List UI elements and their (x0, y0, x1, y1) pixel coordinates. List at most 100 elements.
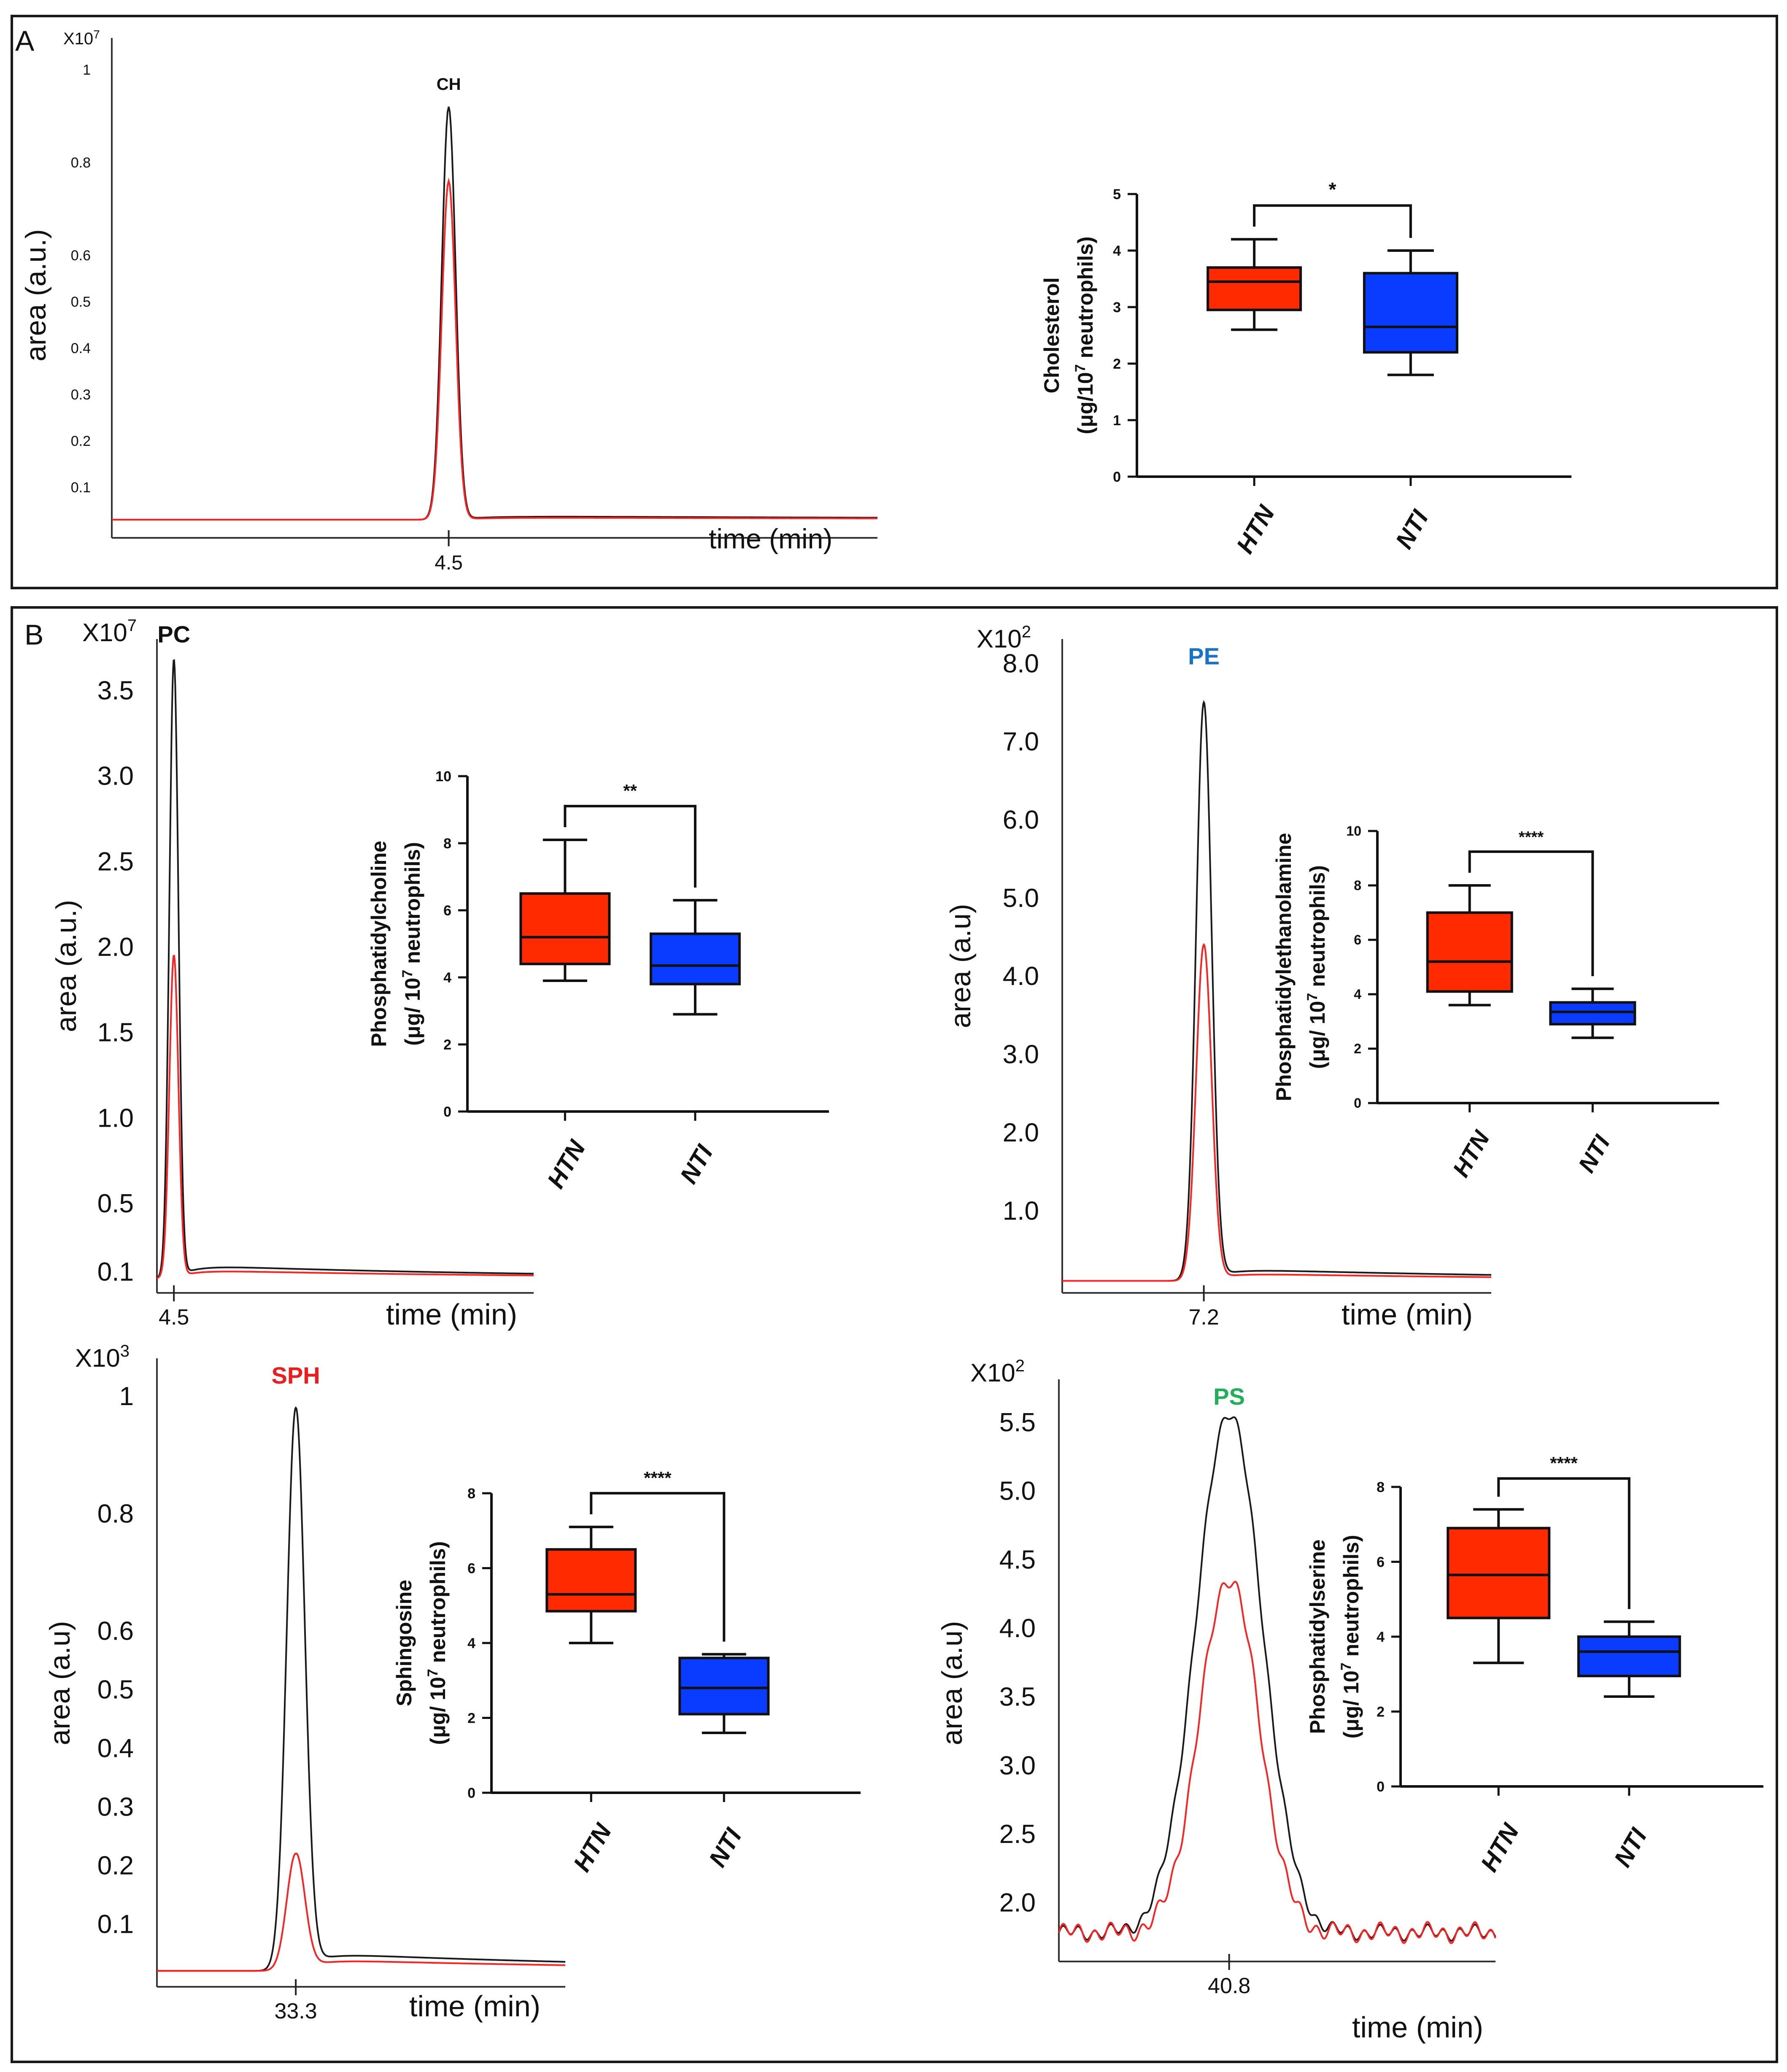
ps-box-ytick-label: 4 (1377, 1629, 1385, 1645)
sph-chrom-chart: 0.1 0.2 0.3 0.4 0.5 0.6 0.8 1 33.3 SPH X103 area (a… (44, 1342, 565, 2023)
pe-box-ytick-label: 4 (1354, 987, 1361, 1002)
ch-chrom-multiplier-exp: 7 (93, 28, 100, 41)
sph-chrom-multiplier-exp: 3 (120, 1342, 130, 1360)
ch-chrom-ytick-label: 0.2 (71, 433, 91, 449)
ch-chrom-ytick-label: 0.1 (71, 480, 91, 496)
pc-chrom-ytick-label: 2.5 (97, 847, 134, 876)
pc-chrom-ytick-label: 1.5 (97, 1018, 134, 1047)
pc-chrom-ytick-label: 0.5 (97, 1189, 134, 1218)
pe-box-chart: 0 2 4 6 8 10 HTN NTI **** Phosphatidylethanolamin… (1272, 823, 1719, 1182)
ps-box-category-label: NTI (1609, 1823, 1652, 1872)
ch-chrom-ylabel: area (a.u.) (20, 229, 52, 362)
ch-box-ytick-label: 5 (1113, 186, 1121, 202)
pc-box-significance: ** (623, 781, 637, 801)
pe-chrom-ytick-label: 8.0 (1003, 649, 1039, 678)
ps-chrom-xlabel: time (min) (1352, 2011, 1483, 2044)
sph-chrom-trace-red (157, 1852, 565, 1972)
pc-chrom-ylabel: area (a.u.) (50, 900, 82, 1032)
ps-chrom-ytick-label: 2.0 (999, 1889, 1036, 1918)
sph-chrom-ytick-label: 0.6 (97, 1616, 134, 1646)
ps-chrom-trace-red (1058, 1581, 1496, 1944)
ch-box-ytick-label: 1 (1113, 413, 1121, 429)
ps-chrom-multiplier: X102 (970, 1357, 1025, 1387)
pc-box-category-label: HTN (542, 1135, 591, 1193)
pe-chrom-trace-red (1062, 943, 1492, 1282)
pe-chrom-xlabel: time (min) (1342, 1298, 1473, 1331)
ch-chrom-ytick-label: 0.8 (71, 155, 91, 171)
pe-box-ylabel-line2-exp: 7 (1304, 993, 1320, 1001)
pc-box-ytick-label: 10 (435, 769, 451, 785)
pc-box-ylabel-line1: Phosphatidylcholine (367, 841, 391, 1047)
pc-chrom-xlabel: time (min) (386, 1298, 517, 1331)
ps-chrom-ytick-label: 5.0 (999, 1477, 1036, 1506)
pc-box-ytick-label: 0 (443, 1104, 451, 1120)
ps-chrom-ytick-label: 2.5 (999, 1820, 1036, 1849)
pc-box-significance-bracket (564, 805, 696, 888)
pe-chrom-peak-label: 7.2 (1188, 1305, 1219, 1330)
sph-box-category-label: NTI (704, 1823, 748, 1872)
ch-box-ylabel-line2: (μg/107 neutrophils) (1072, 237, 1097, 434)
pe-chrom-ytick-label: 3.0 (1003, 1040, 1039, 1069)
pe-box-category-label: HTN (1447, 1125, 1495, 1182)
ps-chrom-ytick-label: 3.0 (999, 1751, 1036, 1780)
pe-box-ytick-label: 2 (1354, 1041, 1361, 1056)
ps-box-ytick-label: 0 (1377, 1779, 1385, 1795)
ch-chrom-ytick-label: 1 (83, 62, 91, 78)
ch-chrom-chart: 0.1 0.2 0.3 0.4 0.5 0.6 0.8 1 4.5 CH X107 area (a.u… (20, 28, 877, 574)
sph-box-box-HTN (545, 1548, 637, 1613)
sph-box-ytick-label: 8 (467, 1486, 475, 1502)
pe-box-ytick-label: 10 (1346, 823, 1361, 839)
ch-chrom-trace-black (112, 106, 877, 521)
sph-chrom-multiplier: X103 (75, 1342, 130, 1372)
sph-box-chart: 0 2 4 6 8 HTN NTI **** Sphingosine (μg/ 107 neutr… (392, 1468, 861, 1876)
sph-box-ylabel-line2-exp: 7 (425, 1669, 441, 1677)
ch-box-ytick-label: 3 (1113, 299, 1121, 316)
ch-box-ylabel-line2-pre: (μg/10 (1074, 372, 1097, 434)
ps-chrom-trace-black (1058, 1416, 1496, 1942)
panel-b-letter: B (24, 619, 43, 651)
panel-a-frame (11, 15, 1778, 589)
sph-chrom-ytick-label: 0.5 (97, 1675, 134, 1704)
ch-chrom-ytick-label: 0.5 (71, 294, 91, 310)
pc-chrom-ytick-label: 3.0 (97, 762, 134, 791)
ps-box-box-NTI (1577, 1635, 1681, 1678)
pe-chrom-ytick-label: 4.0 (1003, 962, 1039, 991)
ps-box-box-HTN (1447, 1527, 1551, 1619)
pe-box-ytick-label: 8 (1354, 878, 1361, 893)
sph-chrom-xlabel: time (min) (409, 1990, 540, 2023)
sph-chrom-ylabel: area (a.u) (44, 1621, 76, 1746)
ps-box-significance: **** (1550, 1453, 1578, 1473)
pc-chrom-multiplier-exp: 7 (127, 616, 137, 635)
ps-chrom-multiplier-base: X10 (970, 1359, 1015, 1387)
ch-box-chart: 0 1 2 3 4 5 HTN NTI * Cholesterol (μg/107 neutroph… (1040, 178, 1571, 558)
pe-chrom-multiplier-exp: 2 (1022, 623, 1031, 641)
pc-chrom-ytick-label: 0.1 (97, 1257, 134, 1287)
ps-chrom-ylabel: area (a.u) (936, 1621, 968, 1746)
pe-box-significance: **** (1519, 828, 1544, 846)
ch-box-ytick-label: 0 (1113, 469, 1121, 485)
pe-chrom-ytick-label: 1.0 (1003, 1196, 1039, 1225)
pc-box-ytick-label: 6 (443, 903, 451, 919)
pc-box-chart: 0 2 4 6 8 10 HTN NTI ** Phosphatidylcholine (μg/ 1… (367, 769, 829, 1193)
ps-chrom-peak-label: 40.8 (1208, 1974, 1250, 1998)
sph-box-ytick-label: 4 (467, 1635, 475, 1651)
panel-b-frame (11, 606, 1778, 2063)
pc-box-ylabel-line2-pre: (μg/ 10 (401, 978, 424, 1046)
pe-box-box-NTI (1549, 1001, 1636, 1025)
pc-box-ytick-label: 8 (443, 836, 451, 852)
ps-box-ylabel-line2: (μg/ 107 neutrophils) (1338, 1535, 1363, 1739)
sph-chrom-ytick-label: 1 (119, 1382, 134, 1411)
ch-box-box-HTN (1207, 266, 1302, 311)
sph-box-ytick-label: 0 (467, 1785, 475, 1801)
ch-chrom-multiplier-base: X10 (63, 30, 93, 48)
ps-box-significance-bracket (1497, 1477, 1630, 1609)
pe-box-ylabel-line2: (μg/ 107 neutrophils) (1304, 865, 1329, 1069)
ch-box-ylabel-line2-post: neutrophils) (1074, 237, 1097, 364)
pc-chrom-ytick-label: 3.5 (97, 676, 134, 705)
sph-chrom-ytick-label: 0.2 (97, 1851, 134, 1880)
ch-chrom-peak-label: 4.5 (435, 552, 463, 574)
ps-chrom-multiplier-exp: 2 (1015, 1357, 1025, 1375)
